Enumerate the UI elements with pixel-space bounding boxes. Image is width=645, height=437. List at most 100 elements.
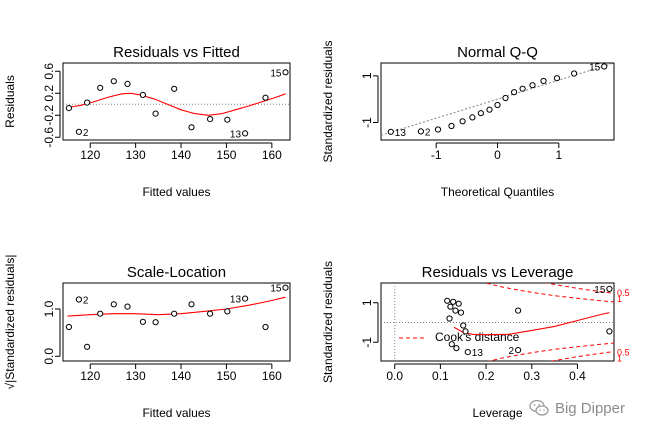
rvf-point-label: 15 xyxy=(270,68,282,79)
sl-y-axis-label: √|Standardized residuals| xyxy=(3,255,17,390)
rvf-data-point xyxy=(224,116,231,123)
qq-data-point xyxy=(510,89,518,96)
rvf-y-tick-label: 0.2 xyxy=(42,85,56,102)
rvl-data-point xyxy=(606,328,613,335)
watermark-text: Big Dipper xyxy=(554,399,625,417)
rvf-data-point xyxy=(97,84,104,91)
rvl-x-tick-label: 0.1 xyxy=(432,369,449,383)
qq-y-tick-label: 1 xyxy=(360,72,374,79)
rvl-y-tick-label: -1 xyxy=(360,337,374,348)
sl-data-point xyxy=(242,295,249,302)
rvl-cooks-contour-1 xyxy=(549,351,614,361)
qq-x-tick-label: 0 xyxy=(494,148,501,162)
rvf-data-point xyxy=(75,128,83,135)
rvl-data-point xyxy=(464,349,471,356)
rvf-title: Residuals vs Fitted xyxy=(113,44,240,61)
rvl-x-tick-label: 0.0 xyxy=(386,369,403,383)
sl-data-point xyxy=(65,323,73,331)
qq-data-point xyxy=(553,75,561,82)
qq-data-point xyxy=(571,70,578,77)
rvl-cooks-level-label: 0.5 xyxy=(617,347,630,357)
sl-x-tick-label: 150 xyxy=(216,369,236,383)
sl-data-point xyxy=(110,301,117,308)
qq-point-label: 13 xyxy=(395,128,407,139)
rvf-y-axis-label: Residuals xyxy=(3,75,17,128)
qq-data-point xyxy=(502,94,509,102)
qq-data-point xyxy=(494,101,501,109)
rvf-plot-frame xyxy=(62,62,291,141)
watermark: Big Dipper xyxy=(529,399,625,417)
qq-y-tick-label: -1 xyxy=(360,117,374,128)
rvf-y-tick-label: -0.6 xyxy=(42,127,56,148)
qq-plot-frame xyxy=(380,62,615,141)
rvf-data-point xyxy=(124,80,131,88)
sl-point-label: 13 xyxy=(230,295,242,306)
rvf-x-tick-label: 120 xyxy=(80,148,100,162)
sl-y-tick-label: 0.0 xyxy=(42,348,56,365)
qq-y-axis-label: Standardized residuals xyxy=(321,40,335,162)
rvl-title: Residuals vs Leverage xyxy=(422,264,574,281)
qq-data-point xyxy=(387,128,394,135)
sl-x-tick-label: 120 xyxy=(80,369,100,383)
rvf-data-point xyxy=(242,130,249,137)
rvl-data-point xyxy=(444,297,451,304)
rvl-legend-label: Cook's distance xyxy=(435,330,520,344)
rvf-data-point xyxy=(282,69,289,76)
qq-data-point xyxy=(540,77,547,85)
rvl-point-label: 13 xyxy=(472,348,484,359)
rvf-point-label: 13 xyxy=(230,129,242,140)
sl-x-tick-label: 160 xyxy=(262,369,282,383)
rvf-y-tick-label: -0.2 xyxy=(42,105,56,126)
rvl-data-point xyxy=(515,307,522,314)
qq-point-label: 15 xyxy=(589,63,601,74)
rvf-data-point xyxy=(262,94,269,101)
rvl-point-label: 15 xyxy=(594,285,606,296)
rvf-smooth-line xyxy=(67,92,286,116)
sl-data-point xyxy=(224,308,231,315)
sl-data-point xyxy=(152,319,159,326)
qq-x-tick-label: 1 xyxy=(555,148,562,162)
rvl-data-point xyxy=(450,298,457,305)
rvl-cooks-level-label: 1 xyxy=(617,353,622,363)
rvl-x-axis-label: Leverage xyxy=(472,406,522,420)
rvf-y-tick-label: 0.6 xyxy=(42,63,56,80)
qq-data-point xyxy=(459,118,466,125)
qq-data-point xyxy=(417,128,424,135)
qq-data-point xyxy=(529,82,536,89)
rvl-data-point xyxy=(606,285,613,292)
rvl-data-point xyxy=(455,300,462,307)
rvf-data-point xyxy=(139,91,146,99)
rvl-data-point xyxy=(457,309,465,316)
rvl-y-axis-label: Standardized residuals xyxy=(321,261,335,383)
rvl-x-tick-label: 0.2 xyxy=(478,369,495,383)
sl-data-point xyxy=(207,310,214,317)
rvf-x-tick-label: 140 xyxy=(171,148,191,162)
sl-title: Scale-Location xyxy=(127,264,226,281)
wechat-icon xyxy=(529,399,549,416)
sl-data-point xyxy=(84,343,91,350)
qq-data-point xyxy=(477,110,484,117)
qq-point-label: 2 xyxy=(425,127,431,138)
rvl-data-point xyxy=(448,341,455,348)
rvl-y-tick-label: 1 xyxy=(360,299,374,306)
rvl-cooks-level-label: 0.5 xyxy=(617,288,630,298)
qq-data-point xyxy=(486,106,493,113)
rvf-x-tick-label: 160 xyxy=(262,148,282,162)
rvl-cooks-contour-1 xyxy=(544,283,614,294)
sl-data-point xyxy=(171,310,178,317)
sl-smooth-line xyxy=(67,296,286,317)
sl-x-tick-label: 130 xyxy=(126,369,146,383)
rvl-data-point xyxy=(462,328,469,335)
rvl-data-point xyxy=(452,307,459,314)
rvf-data-point xyxy=(207,116,214,123)
sl-plot-frame xyxy=(62,282,291,362)
qq-data-point xyxy=(601,63,608,70)
rvf-x-tick-label: 130 xyxy=(126,148,146,162)
sl-x-tick-label: 140 xyxy=(171,369,191,383)
rvl-x-tick-label: 0.4 xyxy=(569,369,586,383)
rvf-data-point xyxy=(110,78,117,85)
rvf-data-point xyxy=(188,124,195,131)
qq-qq-reference-line xyxy=(380,62,615,136)
qq-data-point xyxy=(434,126,442,133)
